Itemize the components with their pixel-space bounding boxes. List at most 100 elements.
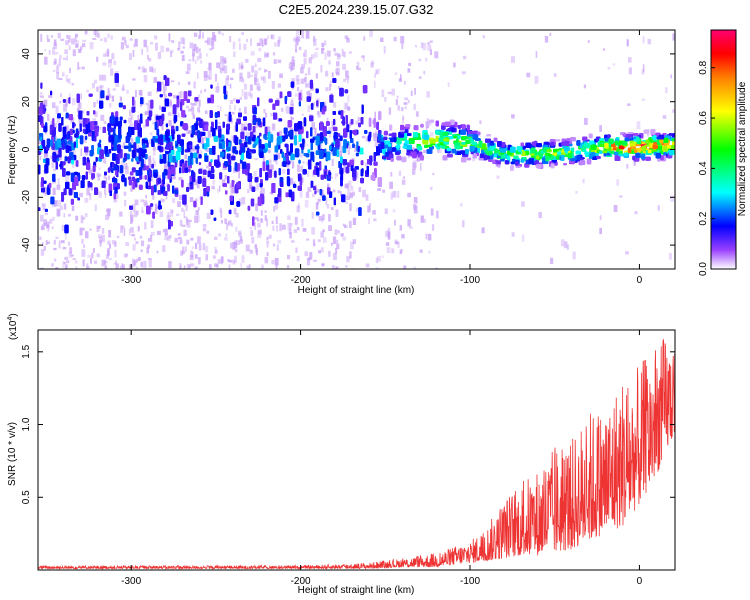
noise-cell [335, 266, 339, 269]
noise-cell [400, 74, 402, 81]
noise-cell [289, 178, 294, 185]
noise-cell [105, 214, 109, 220]
noise-cell [394, 241, 399, 245]
noise-cell [144, 202, 148, 207]
noise-cell [91, 252, 94, 259]
noise-cell [179, 265, 182, 269]
noise-cell [321, 48, 324, 54]
noise-cell [583, 84, 587, 89]
noise-cell [46, 34, 49, 40]
noise-cell [145, 102, 148, 105]
noise-cell [301, 64, 305, 69]
noise-cell [86, 89, 89, 93]
noise-cell [327, 50, 331, 57]
noise-cell [308, 92, 312, 100]
noise-cell [616, 179, 619, 186]
noise-cell [636, 121, 641, 130]
noise-cell [141, 175, 145, 180]
noise-cell [61, 72, 65, 77]
noise-cell [92, 83, 95, 89]
noise-cell [208, 168, 213, 172]
noise-cell [190, 263, 195, 267]
noise-cell [234, 248, 238, 253]
noise-cell [391, 248, 395, 254]
noise-cell [217, 105, 219, 108]
noise-cell [279, 73, 283, 79]
noise-cell [184, 246, 187, 252]
noise-cell [98, 234, 102, 239]
noise-cell [143, 260, 147, 269]
noise-cell [304, 77, 307, 83]
noise-cell [462, 220, 465, 228]
noise-cell [342, 236, 346, 241]
noise-cell [619, 195, 623, 198]
noise-cell [114, 249, 117, 258]
noise-cell [56, 64, 59, 68]
noise-cell [345, 75, 350, 80]
noise-cell [202, 224, 207, 228]
noise-cell [413, 197, 418, 203]
noise-cell [70, 147, 74, 155]
noise-cell [197, 207, 200, 211]
noise-cell [308, 57, 312, 64]
noise-cell [212, 179, 215, 185]
noise-cell [348, 145, 352, 149]
noise-cell [60, 38, 65, 41]
noise-cell [334, 229, 338, 235]
noise-cell [240, 64, 244, 70]
noise-cell [420, 42, 424, 48]
noise-cell [423, 218, 426, 223]
noise-cell [332, 265, 335, 269]
noise-cell [279, 223, 282, 232]
noise-cell [160, 198, 164, 203]
noise-cell [97, 32, 100, 38]
noise-cell [321, 193, 325, 197]
noise-cell [214, 247, 217, 250]
noise-cell [482, 35, 485, 39]
noise-cell [148, 100, 152, 107]
noise-cell [71, 83, 74, 86]
noise-cell [173, 117, 175, 125]
noise-cell [204, 88, 207, 92]
noise-cell [256, 78, 260, 83]
noise-cell [549, 32, 552, 36]
noise-cell [293, 229, 298, 233]
noise-cell [317, 239, 321, 242]
noise-cell [149, 159, 152, 168]
noise-cell [230, 193, 233, 199]
noise-cell [386, 247, 391, 253]
noise-cell [234, 125, 236, 129]
noise-cell [108, 230, 112, 238]
noise-cell [85, 231, 89, 239]
noise-cell [384, 97, 387, 102]
noise-cell [138, 257, 141, 261]
noise-cell [107, 250, 109, 259]
noise-cell [264, 215, 267, 221]
noise-cell [325, 87, 329, 92]
noise-cell [313, 243, 316, 247]
noise-cell [156, 80, 159, 84]
noise-cell [194, 215, 199, 223]
noise-cell [336, 67, 340, 76]
noise-cell [634, 211, 638, 215]
noise-cell [291, 161, 295, 169]
noise-cell [103, 175, 106, 179]
noise-cell [133, 43, 136, 48]
noise-cell [301, 30, 305, 39]
noise-cell [301, 113, 304, 117]
noise-cell [121, 87, 125, 91]
noise-cell [248, 264, 251, 269]
noise-cell [222, 67, 225, 72]
noise-cell [92, 118, 96, 121]
noise-cell [280, 107, 284, 112]
noise-cell [296, 205, 301, 213]
noise-cell [311, 212, 314, 219]
noise-cell [94, 79, 97, 84]
noise-cell [59, 54, 62, 60]
noise-cell [239, 239, 244, 244]
noise-cell [150, 232, 155, 236]
noise-cell [178, 194, 183, 200]
noise-cell [295, 49, 297, 53]
noise-cell [285, 105, 290, 114]
noise-cell [233, 208, 237, 215]
